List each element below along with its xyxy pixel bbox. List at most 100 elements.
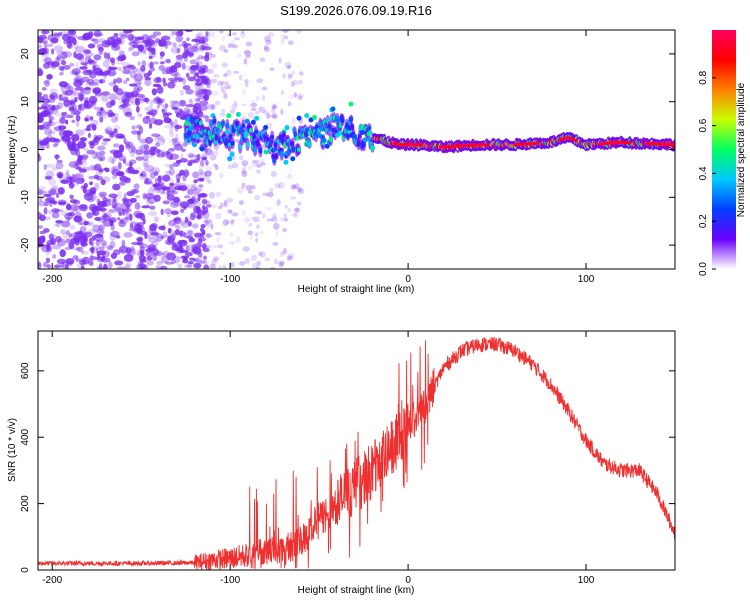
spectrogram-cell [135, 149, 144, 156]
spectrogram-cell [255, 266, 261, 269]
spectrogram-cell [123, 137, 127, 145]
spectrogram-cell [191, 38, 201, 43]
spectrogram-cell [260, 162, 266, 166]
spectrogram-cell [90, 261, 94, 267]
spectrogram-cell [296, 30, 302, 34]
spectrogram-cell [291, 213, 297, 217]
spectrogram-cell [291, 69, 296, 75]
spectrogram-cell [179, 201, 190, 209]
spectrogram-cell [71, 119, 75, 123]
spectrogram-cell [196, 98, 200, 103]
spectrogram-cell [256, 78, 264, 84]
spectrogram-cell [201, 199, 210, 204]
spectrogram-cell [193, 87, 203, 96]
spectrogram-cell [148, 152, 154, 159]
spectrogram-y-tick-label: -10 [20, 190, 31, 205]
spectrogram-cell [118, 219, 127, 228]
spectrogram-cell [58, 124, 63, 132]
spectrogram-cell [150, 61, 154, 69]
spectrogram-cell [88, 71, 97, 79]
spectrogram-cell [105, 125, 113, 132]
spectrogram-cell [207, 56, 212, 61]
spectrogram-cell [58, 81, 68, 88]
spectrogram-cell [195, 97, 200, 103]
spectrogram-cell [105, 198, 111, 202]
spectrogram-cell [188, 45, 199, 52]
spectrogram-cell [118, 50, 125, 56]
spectrogram-cell [199, 159, 205, 167]
spectrogram-cell [358, 124, 363, 132]
spectrogram-cell [123, 193, 127, 201]
spectrogram-cell [154, 250, 164, 256]
spectrogram-cell [124, 177, 131, 184]
spectrogram-cell [115, 112, 119, 121]
spectrogram-cell [93, 245, 101, 250]
spectrogram-cell [247, 165, 254, 171]
spectrogram-cell [204, 147, 213, 156]
spectrogram-cell [217, 244, 224, 249]
spectrogram-cell [266, 112, 271, 119]
spectrogram-cell [137, 145, 147, 151]
spectrogram-cell [215, 149, 219, 156]
spectrogram-cell [46, 243, 50, 251]
spectrogram-cell [129, 35, 138, 44]
spectrogram-cell [288, 94, 294, 100]
spectrogram-cell [98, 150, 106, 156]
spectrogram-cell [123, 253, 134, 262]
spectrogram-cell [109, 209, 115, 213]
spectrogram-cell [180, 222, 190, 228]
spectrogram-cell [219, 44, 227, 52]
spectrogram-cell [204, 210, 211, 214]
spectrogram-x-tick-label: 100 [578, 274, 595, 285]
spectrogram-cell [185, 245, 190, 252]
spectrogram-cell [84, 128, 92, 132]
spectrogram-cell [369, 145, 375, 151]
spectrogram-cell [100, 179, 106, 186]
spectrogram-cell [200, 223, 206, 229]
spectrogram-cell [242, 164, 248, 168]
spectrogram-cell [171, 138, 179, 142]
spectrogram-cell [143, 144, 150, 151]
spectrogram-cell [81, 177, 85, 183]
spectrogram-cell [213, 73, 220, 78]
spectrogram-cell [111, 168, 121, 177]
spectrogram-cell [127, 64, 135, 69]
spectrogram-cell [80, 250, 85, 254]
spectrogram-cell [56, 258, 67, 265]
spectrogram-cell [46, 196, 56, 203]
spectrogram-cell [291, 146, 296, 152]
spectrogram-cell [44, 44, 48, 53]
spectrogram-cell [112, 205, 116, 209]
spectrogram-cell [89, 141, 95, 149]
spectrogram-cell [103, 213, 108, 219]
spectrogram-cell [129, 115, 135, 121]
spectrogram-cell [293, 183, 300, 190]
spectrogram-cell [252, 262, 259, 269]
spectrogram-cell [198, 184, 204, 188]
spectrogram-cell [97, 155, 106, 162]
spectrogram-cell [38, 190, 47, 195]
spectrogram-cell [106, 52, 111, 60]
spectrogram-cell [94, 234, 104, 243]
spectrogram-cell [69, 194, 74, 200]
spectrogram-cell [77, 92, 84, 101]
spectrogram-cell [116, 96, 121, 101]
spectrogram-cell [177, 239, 188, 244]
spectrogram-cell [534, 141, 538, 145]
spectrogram-cell [253, 146, 257, 153]
spectrogram-cell [65, 119, 69, 125]
spectrogram-cell [179, 230, 184, 237]
spectrogram-cell [47, 34, 54, 42]
spectrogram-cell [574, 139, 579, 143]
spectrogram-cell [94, 216, 102, 221]
spectrogram-cell [173, 196, 180, 203]
spectrogram-cell [159, 56, 164, 60]
spectrogram-cell [270, 266, 276, 269]
spectrogram-cell [142, 162, 149, 168]
spectrogram-cell [144, 165, 155, 172]
spectrogram-cell [100, 239, 107, 246]
spectrogram-cell [205, 203, 212, 208]
spectrogram-cell [38, 225, 44, 229]
spectrogram-cell [289, 169, 293, 173]
spectrogram-cell [125, 144, 131, 150]
